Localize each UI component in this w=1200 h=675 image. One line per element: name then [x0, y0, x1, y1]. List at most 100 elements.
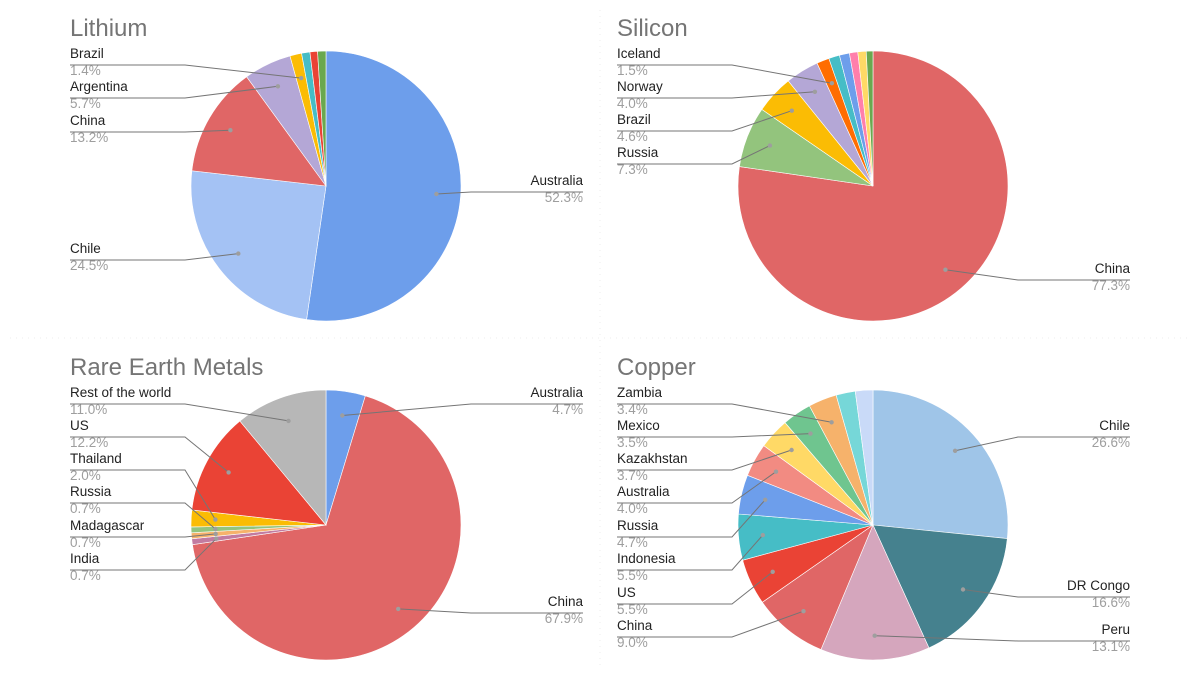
- leader-line: [617, 64, 832, 84]
- slice-label-rest-of-the-world: Rest of the world: [70, 385, 171, 400]
- slice-percent-australia: 52.3%: [545, 190, 583, 205]
- slice-percent-chile: 24.5%: [70, 258, 108, 273]
- leader-dot: [340, 413, 345, 418]
- slice-label-chile: Chile: [1099, 418, 1130, 433]
- slice-label-zambia: Zambia: [617, 385, 663, 400]
- leader-dot: [952, 448, 958, 453]
- leader-dot: [275, 84, 281, 89]
- pie-slices: [737, 389, 1009, 661]
- pie-slice-dr-congo: [872, 524, 1008, 649]
- pie-slice-china: [191, 76, 327, 187]
- leader-line: [617, 110, 792, 132]
- leader-line: [617, 449, 792, 471]
- pie-slice-other-7: [317, 50, 327, 187]
- slice-percent-argentina: 5.7%: [70, 96, 101, 111]
- leader-line: [945, 269, 1130, 281]
- leader-line: [70, 253, 239, 261]
- slice-label-russia: Russia: [617, 518, 659, 533]
- slice-label-norway: Norway: [617, 79, 663, 94]
- leader-dot: [808, 431, 813, 436]
- leader-dot: [960, 587, 966, 592]
- slice-percent-us: 12.2%: [70, 435, 108, 450]
- leader-line: [436, 191, 583, 195]
- slice-percent-china: 67.9%: [545, 611, 583, 626]
- rare-earth-metals-chart: Rare Earth Metals Australia 4.7% China 67.9…: [70, 354, 583, 661]
- slice-label-madagascar: Madagascar: [70, 518, 145, 533]
- slice-label-dr-congo: DR Congo: [1067, 578, 1130, 593]
- pie-slice-rest-of-the-world: [239, 389, 327, 526]
- slice-label-india: India: [70, 551, 100, 566]
- slice-percent-thailand: 2.0%: [70, 468, 101, 483]
- slice-label-brazil: Brazil: [617, 112, 651, 127]
- pie-slices: [190, 389, 462, 661]
- leader-line: [617, 534, 764, 571]
- leader-line: [954, 436, 1130, 452]
- leader-line: [874, 635, 1130, 642]
- leader-dot: [228, 128, 233, 133]
- pie-slice-other-9: [865, 50, 874, 187]
- slice-label-brazil: Brazil: [70, 46, 104, 61]
- slice-label-australia: Australia: [530, 385, 583, 400]
- leader-dot: [236, 251, 241, 256]
- leader-line: [617, 499, 766, 538]
- leader-dot: [812, 89, 818, 95]
- slice-percent-rest-of-the-world: 11.0%: [70, 402, 107, 417]
- slice-label-australia: Australia: [530, 173, 583, 188]
- slice-percent-madagascar: 0.7%: [70, 535, 101, 550]
- leader-line: [70, 533, 216, 538]
- chart-title: Lithium: [70, 15, 147, 42]
- leader-dot: [773, 469, 779, 474]
- leader-line: [70, 403, 289, 422]
- slice-label-china: China: [70, 113, 106, 128]
- slice-label-indonesia: Indonesia: [617, 551, 676, 566]
- leader-line: [70, 469, 216, 520]
- slice-percent-russia: 0.7%: [70, 501, 101, 516]
- slice-label-russia: Russia: [70, 484, 112, 499]
- slice-percent-russia: 7.3%: [617, 162, 648, 177]
- slice-label-argentina: Argentina: [70, 79, 128, 94]
- slice-percent-kazakhstan: 3.7%: [617, 468, 648, 483]
- leader-dot: [760, 532, 765, 538]
- leader-dot: [789, 447, 794, 453]
- leader-line: [70, 129, 231, 133]
- leader-dot: [213, 517, 218, 522]
- pie-labels: China 77.3% Russia 7.3% Brazil 4.6% Norway 4.0%…: [617, 46, 1130, 293]
- leader-line: [617, 145, 771, 165]
- slice-label-peru: Peru: [1101, 622, 1130, 637]
- slice-label-us: US: [617, 585, 636, 600]
- slice-label-mexico: Mexico: [617, 418, 660, 433]
- leader-dot: [872, 633, 877, 638]
- slice-percent-iceland: 1.5%: [617, 63, 648, 78]
- leader-dot: [213, 531, 218, 537]
- slice-label-iceland: Iceland: [617, 46, 661, 61]
- leader-dot: [801, 609, 806, 614]
- leader-dot: [829, 81, 835, 86]
- slice-percent-indonesia: 5.5%: [617, 568, 648, 583]
- pie-slice-australia: [306, 50, 462, 322]
- leader-dot: [789, 108, 794, 113]
- pie-slice-peru: [820, 524, 930, 661]
- slice-percent-australia: 4.7%: [552, 402, 583, 417]
- chart-title: Copper: [617, 354, 696, 381]
- leader-line: [617, 610, 804, 638]
- chart-title: Silicon: [617, 15, 688, 42]
- silicon-chart: Silicon China 77.3% Russia 7.3% Brazil 4.6% No…: [617, 15, 1130, 322]
- slice-percent-brazil: 4.6%: [617, 129, 648, 144]
- leader-line: [342, 403, 583, 416]
- leader-dot: [396, 606, 401, 612]
- slice-label-china: China: [617, 618, 653, 633]
- leader-line: [617, 403, 832, 423]
- leader-line: [398, 608, 583, 614]
- leader-dot: [434, 191, 439, 197]
- slice-label-us: US: [70, 418, 89, 433]
- lithium-chart: Lithium Australia 52.3% Chile 24.5% China 13.…: [70, 15, 583, 322]
- pie-slice-china: [192, 395, 462, 661]
- slice-percent-mexico: 3.5%: [617, 435, 648, 450]
- slice-percent-china: 77.3%: [1092, 278, 1130, 293]
- leader-dot: [770, 569, 775, 574]
- slice-percent-chile: 26.6%: [1092, 435, 1130, 450]
- leader-line: [70, 538, 217, 571]
- slice-percent-australia: 4.0%: [617, 501, 648, 516]
- slice-label-australia: Australia: [617, 484, 670, 499]
